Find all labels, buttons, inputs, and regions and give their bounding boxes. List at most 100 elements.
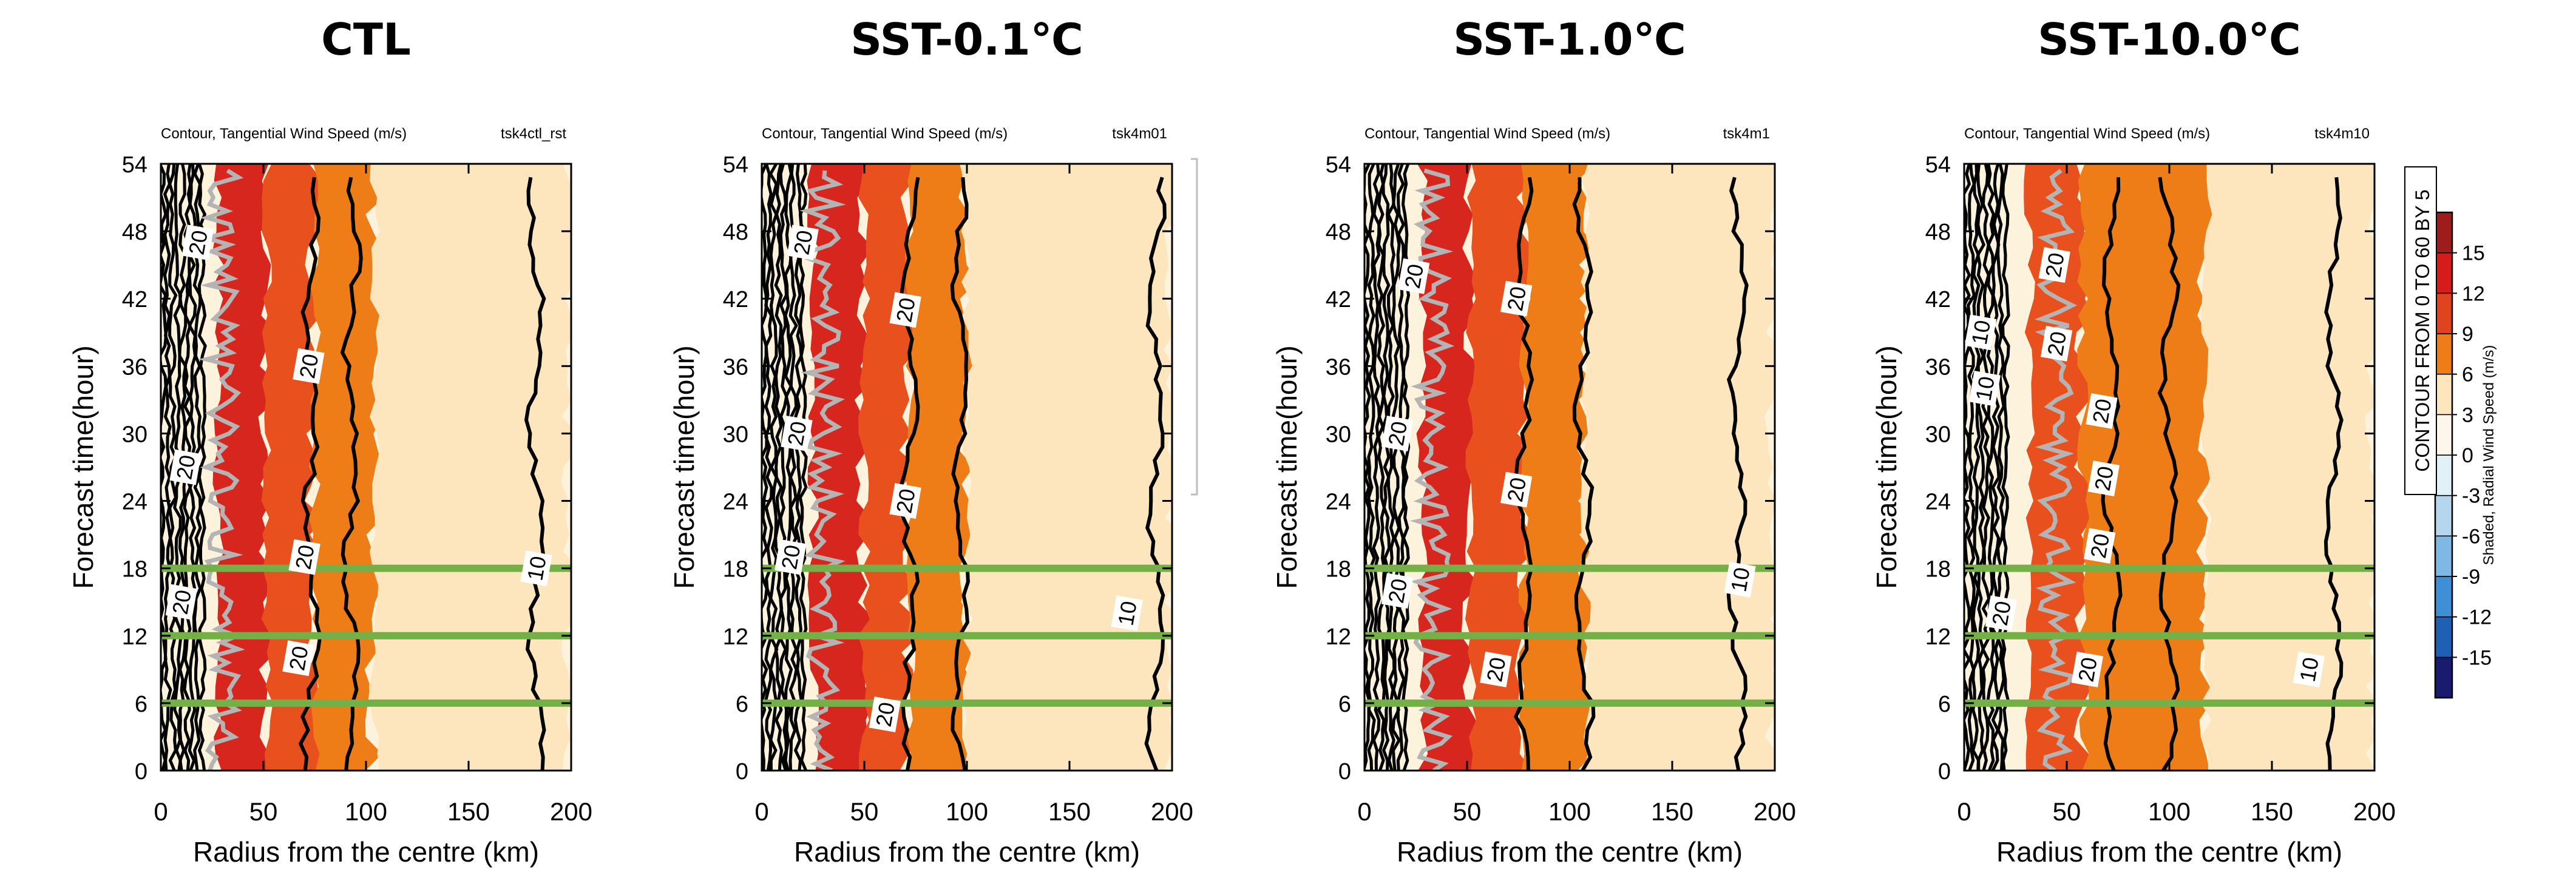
contour-label: 20 <box>869 696 901 732</box>
x-tick-label: 100 <box>2148 797 2191 826</box>
panel-subtitle-left: Contour, Tangential Wind Speed (m/s) <box>1364 126 1610 142</box>
contour-label-text: 20 <box>2073 655 2102 684</box>
inner-contour <box>1991 164 2001 771</box>
contour-label-text: 10 <box>1967 319 1995 347</box>
y-tick-label: 54 <box>122 152 147 178</box>
x-tick-label: 200 <box>2353 797 2396 826</box>
y-tick-label: 24 <box>122 490 147 515</box>
y-tick-label: 42 <box>1925 287 1951 312</box>
plot-area: 20 20 20 20 20 20 10 <box>762 164 1172 771</box>
y-tick-label: 12 <box>723 624 748 650</box>
contour-label-text: 10 <box>1726 565 1754 594</box>
contour-label: 20 <box>781 416 813 451</box>
x-tick-label: 0 <box>754 797 768 826</box>
panel-title: SST-0.1℃ <box>850 14 1083 65</box>
contour-label: 20 <box>1500 280 1533 317</box>
chart-panel-1: CTL Contour, Tangential Wind Speed (m/s) t… <box>67 14 592 868</box>
y-axis-label: Forecast time(hour) <box>1271 345 1303 589</box>
contour-label: 20 <box>1397 258 1430 294</box>
inner-contour <box>1976 164 1986 771</box>
contour-label: 20 <box>2083 528 2116 564</box>
contour-10 <box>2323 177 2344 771</box>
x-axis-label: Radius from the centre (km) <box>193 836 539 868</box>
y-tick-label: 24 <box>1326 490 1351 515</box>
colorbar-title: Shaded, Radial Wind Speed (m/s) <box>2481 345 2497 565</box>
contour-label-text: 20 <box>2086 532 2114 560</box>
y-axis-label: Forecast time(hour) <box>1871 345 1902 589</box>
bracket-decoration <box>1191 158 1198 496</box>
y-tick-label: 36 <box>122 354 147 380</box>
x-tick-label: 200 <box>1151 797 1193 826</box>
y-tick-label: 18 <box>1326 557 1351 582</box>
contour-label: 20 <box>1381 416 1414 451</box>
panels: CTL Contour, Tangential Wind Speed (m/s) t… <box>67 14 2396 868</box>
chart-panel-3: SST-1.0℃ Contour, Tangential Wind Speed (… <box>1271 14 1796 868</box>
y-tick-label: 42 <box>723 287 748 312</box>
contour-note-text: CONTOUR FROM 0 TO 60 BY 5 <box>2412 189 2433 471</box>
contour-label-text: 10 <box>1971 374 1999 403</box>
shading-band-6 <box>1518 164 1596 771</box>
x-tick-label: 150 <box>2251 797 2293 826</box>
y-tick-label: 0 <box>1938 759 1951 785</box>
colorbar-label: 3 <box>2462 403 2473 427</box>
contour-label: 10 <box>1964 314 1997 351</box>
y-tick-label: 48 <box>1925 220 1951 245</box>
y-tick-label: 6 <box>736 692 748 717</box>
colorbar: 15 12 9 6 3 0 -3 -6 -9 -12 -15 Shaded, Radial Wind … <box>2404 166 2497 699</box>
colorbar-segment <box>2435 495 2453 537</box>
contour-label-text: 20 <box>1987 599 2016 628</box>
y-tick-label: 0 <box>736 759 748 785</box>
contour-label: 10 <box>1968 370 2001 407</box>
x-axis-label: Radius from the centre (km) <box>1996 836 2342 868</box>
colorbar-segment <box>2435 212 2453 254</box>
y-tick-label: 36 <box>1925 354 1951 380</box>
y-tick-label: 36 <box>1326 354 1351 380</box>
contour-label: 10 <box>1724 561 1756 598</box>
colorbar-segment <box>2435 454 2453 496</box>
inner-contour <box>798 164 808 771</box>
contour-label-text: 20 <box>284 644 313 673</box>
contour-20 <box>298 177 322 771</box>
contour-label-text: 20 <box>2041 251 2069 279</box>
x-axis-label: Radius from the centre (km) <box>1397 836 1743 868</box>
panel-subtitle-left: Contour, Tangential Wind Speed (m/s) <box>762 126 1008 142</box>
plot-area: 10 10 20 20 20 20 20 20 20 10 <box>1964 164 2374 771</box>
panel-subtitle-right: tsk4m10 <box>2314 126 2370 142</box>
y-tick-label: 30 <box>723 422 748 447</box>
x-tick-label: 50 <box>1453 797 1482 826</box>
colorbar-segment <box>2435 576 2453 618</box>
contour-label: 20 <box>2071 651 2103 687</box>
contour-label: 20 <box>1500 471 1533 508</box>
y-tick-label: 0 <box>135 759 147 785</box>
contour-label-text: 20 <box>871 700 900 729</box>
y-tick-label: 36 <box>723 354 748 380</box>
y-tick-label: 6 <box>1938 692 1951 717</box>
x-tick-label: 50 <box>2053 797 2081 826</box>
colorbar-label: 6 <box>2462 363 2473 386</box>
contour-label-text: 20 <box>290 543 319 572</box>
contour-label: 10 <box>1111 595 1143 632</box>
contour-label: 20 <box>787 224 819 261</box>
contour-note-box <box>2404 166 2437 495</box>
panel-subtitle-left: Contour, Tangential Wind Speed (m/s) <box>161 126 407 142</box>
y-tick-label: 12 <box>1326 624 1351 650</box>
inner-contour <box>1391 164 1401 771</box>
y-tick-label: 42 <box>122 287 147 312</box>
y-tick-label: 12 <box>122 624 147 650</box>
contour-label: 20 <box>889 483 921 519</box>
inner-contour <box>168 164 178 771</box>
inner-contour <box>1381 164 1391 771</box>
y-tick-label: 24 <box>723 490 748 515</box>
contour-label-text: 20 <box>171 453 200 482</box>
colorbar-label: -9 <box>2462 565 2480 589</box>
contour-10 <box>524 177 546 771</box>
inner-contour <box>768 164 779 771</box>
colorbar-label: 0 <box>2462 444 2473 467</box>
colorbar-segment <box>2435 292 2453 334</box>
inner-contour <box>1971 164 1981 771</box>
x-tick-label: 0 <box>1357 797 1371 826</box>
colorbar-label: -15 <box>2462 646 2492 669</box>
colorbar-label: 15 <box>2462 242 2485 265</box>
contour-label: 20 <box>774 539 807 575</box>
